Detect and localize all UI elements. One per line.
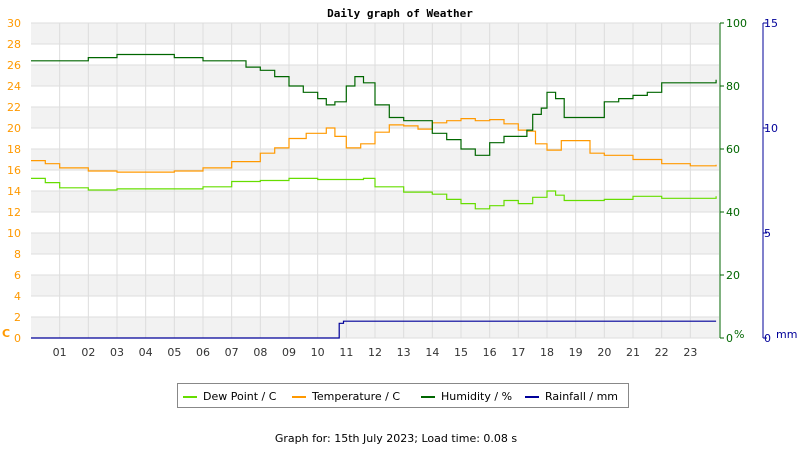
left-tick-label: 16 bbox=[7, 164, 21, 177]
x-tick-label: 13 bbox=[397, 346, 411, 359]
x-tick-label: 04 bbox=[139, 346, 153, 359]
rainfall-tick-label: 5 bbox=[764, 227, 771, 240]
series-temperature-line bbox=[31, 118, 717, 173]
x-tick-label: 02 bbox=[81, 346, 95, 359]
left-tick-label: 10 bbox=[7, 227, 21, 240]
series-lines bbox=[31, 53, 717, 339]
series-dew-point-line bbox=[31, 177, 717, 210]
left-tick-label: 30 bbox=[7, 17, 21, 30]
x-tick-label: 05 bbox=[167, 346, 181, 359]
humidity-tick-label: 80 bbox=[726, 80, 740, 93]
legend: Dew Point / C Temperature / C Humidity / %… bbox=[177, 383, 629, 408]
series-humidity-line bbox=[31, 53, 717, 156]
x-tick-label: 16 bbox=[483, 346, 497, 359]
left-tick-label: 22 bbox=[7, 101, 21, 114]
x-tick-label: 14 bbox=[425, 346, 439, 359]
x-tick-label: 21 bbox=[626, 346, 640, 359]
footer-text: Graph for: 15th July 2023; Load time: 0.… bbox=[275, 432, 518, 445]
left-tick-label: 24 bbox=[7, 80, 21, 93]
x-tick-label: 03 bbox=[110, 346, 124, 359]
left-tick-label: 2 bbox=[14, 311, 21, 324]
left-tick-label: 20 bbox=[7, 122, 21, 135]
rainfall-tick-label: 10 bbox=[764, 122, 778, 135]
x-axis: 01 02 03 04 05 06 07 08 09 10 11 12 13 14 15 16 17 18 19 20… bbox=[53, 346, 698, 359]
rainfall-axis: 0 5 10 15 mm bbox=[762, 17, 797, 345]
x-tick-label: 01 bbox=[53, 346, 67, 359]
legend-label-dew-point: Dew Point / C bbox=[203, 390, 277, 403]
humidity-axis-unit: % bbox=[734, 328, 744, 341]
humidity-tick-label: 60 bbox=[726, 143, 740, 156]
x-tick-label: 23 bbox=[683, 346, 697, 359]
humidity-axis: 0 20 40 60 80 100% bbox=[719, 17, 747, 345]
chart-title: Daily graph of Weather bbox=[327, 7, 473, 20]
x-tick-label: 06 bbox=[196, 346, 210, 359]
x-tick-label: 11 bbox=[339, 346, 353, 359]
x-tick-label: 17 bbox=[511, 346, 525, 359]
x-tick-label: 15 bbox=[454, 346, 468, 359]
left-tick-label: 0 bbox=[14, 332, 21, 345]
x-tick-label: 19 bbox=[569, 346, 583, 359]
legend-label-rainfall: Rainfall / mm bbox=[545, 390, 618, 403]
legend-box bbox=[177, 383, 629, 408]
rainfall-tick-label: 15 bbox=[764, 17, 778, 30]
left-tick-label: 6 bbox=[14, 269, 21, 282]
left-tick-label: 28 bbox=[7, 38, 21, 51]
x-tick-label: 18 bbox=[540, 346, 554, 359]
left-tick-label: 8 bbox=[14, 248, 21, 261]
legend-label-humidity: Humidity / % bbox=[441, 390, 512, 403]
left-tick-label: 26 bbox=[7, 59, 21, 72]
left-tick-label: 4 bbox=[14, 290, 21, 303]
series-rainfall-line bbox=[31, 320, 717, 339]
left-tick-label: 18 bbox=[7, 143, 21, 156]
rainfall-axis-unit: mm bbox=[776, 328, 797, 341]
x-tick-label: 08 bbox=[253, 346, 267, 359]
left-tick-label: 12 bbox=[7, 206, 21, 219]
x-tick-label: 09 bbox=[282, 346, 296, 359]
humidity-tick-label: 20 bbox=[726, 269, 740, 282]
x-tick-label: 22 bbox=[655, 346, 669, 359]
humidity-tick-label: 40 bbox=[726, 206, 740, 219]
x-tick-label: 07 bbox=[225, 346, 239, 359]
x-tick-label: 12 bbox=[368, 346, 382, 359]
humidity-tick-label: 0 bbox=[726, 332, 733, 345]
rainfall-tick-label: 0 bbox=[764, 332, 771, 345]
left-tick-label: 14 bbox=[7, 185, 21, 198]
x-tick-label: 20 bbox=[597, 346, 611, 359]
legend-label-temperature: Temperature / C bbox=[311, 390, 400, 403]
x-tick-label: 10 bbox=[311, 346, 325, 359]
left-axis-unit: C bbox=[2, 327, 10, 340]
humidity-tick-label: 100 bbox=[726, 17, 747, 30]
